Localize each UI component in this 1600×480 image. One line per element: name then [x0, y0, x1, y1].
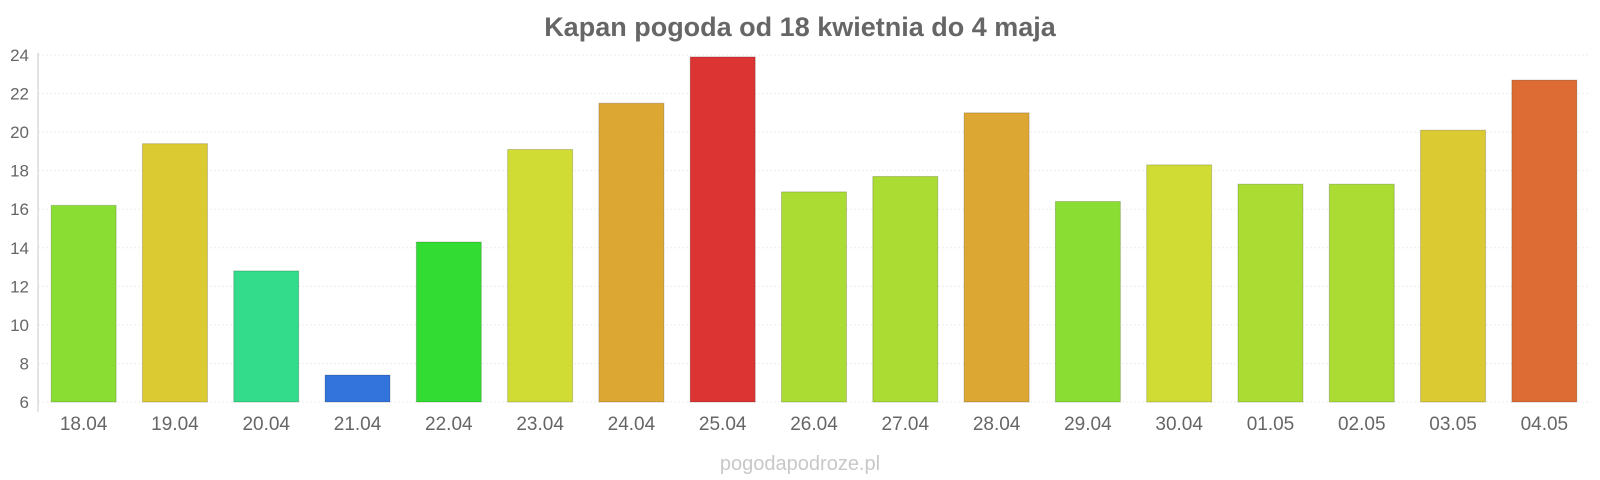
bar-30.04 — [1146, 164, 1213, 403]
x-tick-label: 28.04 — [973, 414, 1021, 435]
x-tick-label: 20.04 — [242, 414, 290, 435]
chart-title: Kapan pogoda od 18 kwietnia do 4 maja — [544, 12, 1057, 42]
bar-22.04 — [415, 241, 482, 403]
x-tick-label: 19.04 — [151, 414, 199, 435]
bar-19.04 — [141, 143, 208, 403]
bar-20.04 — [233, 270, 300, 403]
bar-29.04 — [1054, 201, 1121, 403]
bar-04.05 — [1511, 79, 1578, 403]
x-tick-label: 01.05 — [1247, 414, 1295, 435]
y-tick-label: 18 — [10, 162, 29, 181]
bar-26.04 — [781, 191, 847, 403]
x-tick-label: 24.04 — [608, 414, 656, 435]
x-tick-label: 04.05 — [1521, 414, 1569, 435]
x-tick-label: 30.04 — [1155, 414, 1203, 435]
y-tick-label: 20 — [10, 123, 29, 142]
bars — [50, 56, 1578, 403]
x-axis-labels: 18.04 19.04 20.04 21.04 22.04 23.04 24.04 25.04… — [60, 414, 1568, 435]
bar-23.04 — [507, 148, 574, 403]
y-tick-label: 10 — [10, 316, 29, 335]
y-tick-label: 12 — [10, 277, 29, 296]
x-tick-label: 18.04 — [60, 414, 108, 435]
bar-02.05 — [1328, 183, 1395, 403]
bar-18.04 — [50, 204, 117, 403]
x-tick-label: 02.05 — [1338, 414, 1386, 435]
x-tick-label: 29.04 — [1064, 414, 1112, 435]
y-axis-ticks: 6 8 10 12 14 16 18 20 22 24 — [10, 46, 29, 412]
bar-01.05 — [1237, 183, 1304, 403]
x-tick-label: 23.04 — [516, 414, 564, 435]
x-tick-label: 25.04 — [699, 414, 747, 435]
y-tick-label: 8 — [20, 354, 29, 373]
bar-21.04 — [324, 374, 391, 403]
x-tick-label: 03.05 — [1429, 414, 1477, 435]
watermark: pogodapodroze.pl — [720, 453, 880, 475]
y-tick-label: 14 — [10, 239, 29, 258]
y-tick-label: 6 — [20, 393, 29, 412]
y-tick-label: 22 — [10, 85, 29, 104]
y-tick-label: 16 — [10, 200, 29, 219]
y-tick-label: 24 — [10, 46, 29, 65]
bar-28.04 — [963, 112, 1030, 403]
bar-25.04 — [689, 56, 756, 403]
bar-03.05 — [1420, 129, 1487, 403]
x-tick-label: 27.04 — [882, 414, 930, 435]
x-tick-label: 22.04 — [425, 414, 473, 435]
x-tick-label: 21.04 — [334, 414, 382, 435]
x-tick-label: 26.04 — [790, 414, 838, 435]
bar-24.04 — [598, 102, 665, 403]
bar-27.04 — [872, 175, 939, 403]
